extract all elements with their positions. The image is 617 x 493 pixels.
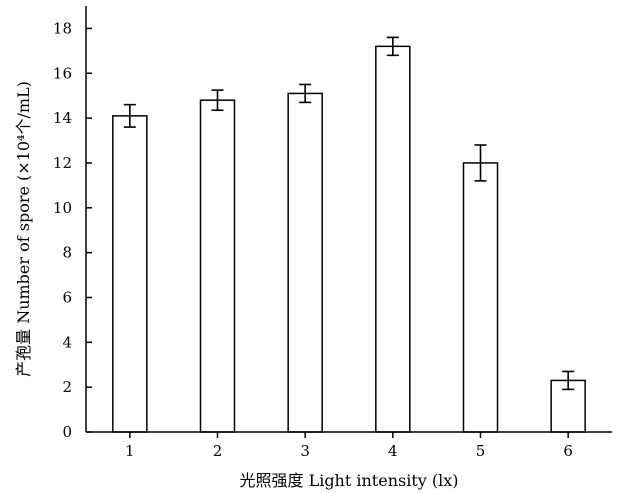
y-tick-label: 10 bbox=[53, 199, 72, 217]
error-bar-5 bbox=[474, 144, 487, 182]
error-bar-6 bbox=[562, 370, 575, 391]
error-bar-4 bbox=[386, 36, 399, 57]
x-tick-label: 5 bbox=[476, 442, 486, 460]
error-bar-3 bbox=[299, 83, 312, 104]
bar-1 bbox=[112, 115, 148, 433]
x-axis-title: 光照强度 Light intensity (lx) bbox=[239, 471, 458, 490]
bar-5 bbox=[462, 162, 499, 433]
x-tick-label: 3 bbox=[300, 442, 310, 460]
y-tick-label: 4 bbox=[62, 333, 72, 351]
error-bar-2 bbox=[211, 89, 224, 112]
bar-4 bbox=[375, 45, 411, 433]
x-tick-label: 2 bbox=[213, 442, 223, 460]
y-tick-label: 2 bbox=[62, 378, 72, 396]
y-tick-label: 12 bbox=[53, 154, 72, 172]
y-tick-label: 8 bbox=[62, 244, 72, 262]
y-tick-label: 14 bbox=[53, 109, 72, 127]
y-tick-label: 18 bbox=[53, 19, 72, 37]
y-tick-label: 0 bbox=[62, 423, 72, 441]
y-axis-ticks: 0 2 4 6 8 10 12 14 16 18 bbox=[53, 19, 92, 441]
bar-3 bbox=[287, 92, 323, 433]
plot-area bbox=[112, 36, 586, 433]
bar-2 bbox=[199, 99, 236, 433]
y-tick-label: 6 bbox=[62, 288, 72, 306]
y-tick-label: 16 bbox=[53, 64, 72, 82]
x-tick-label: 6 bbox=[563, 442, 573, 460]
y-axis-title: 产孢量 Number of spore (×10⁴个/mL) bbox=[14, 81, 33, 377]
error-bar-1 bbox=[123, 103, 136, 128]
x-tick-label: 1 bbox=[125, 442, 135, 460]
x-tick-label: 4 bbox=[388, 442, 398, 460]
x-axis-ticks: 1 2 3 4 5 6 bbox=[125, 432, 573, 460]
